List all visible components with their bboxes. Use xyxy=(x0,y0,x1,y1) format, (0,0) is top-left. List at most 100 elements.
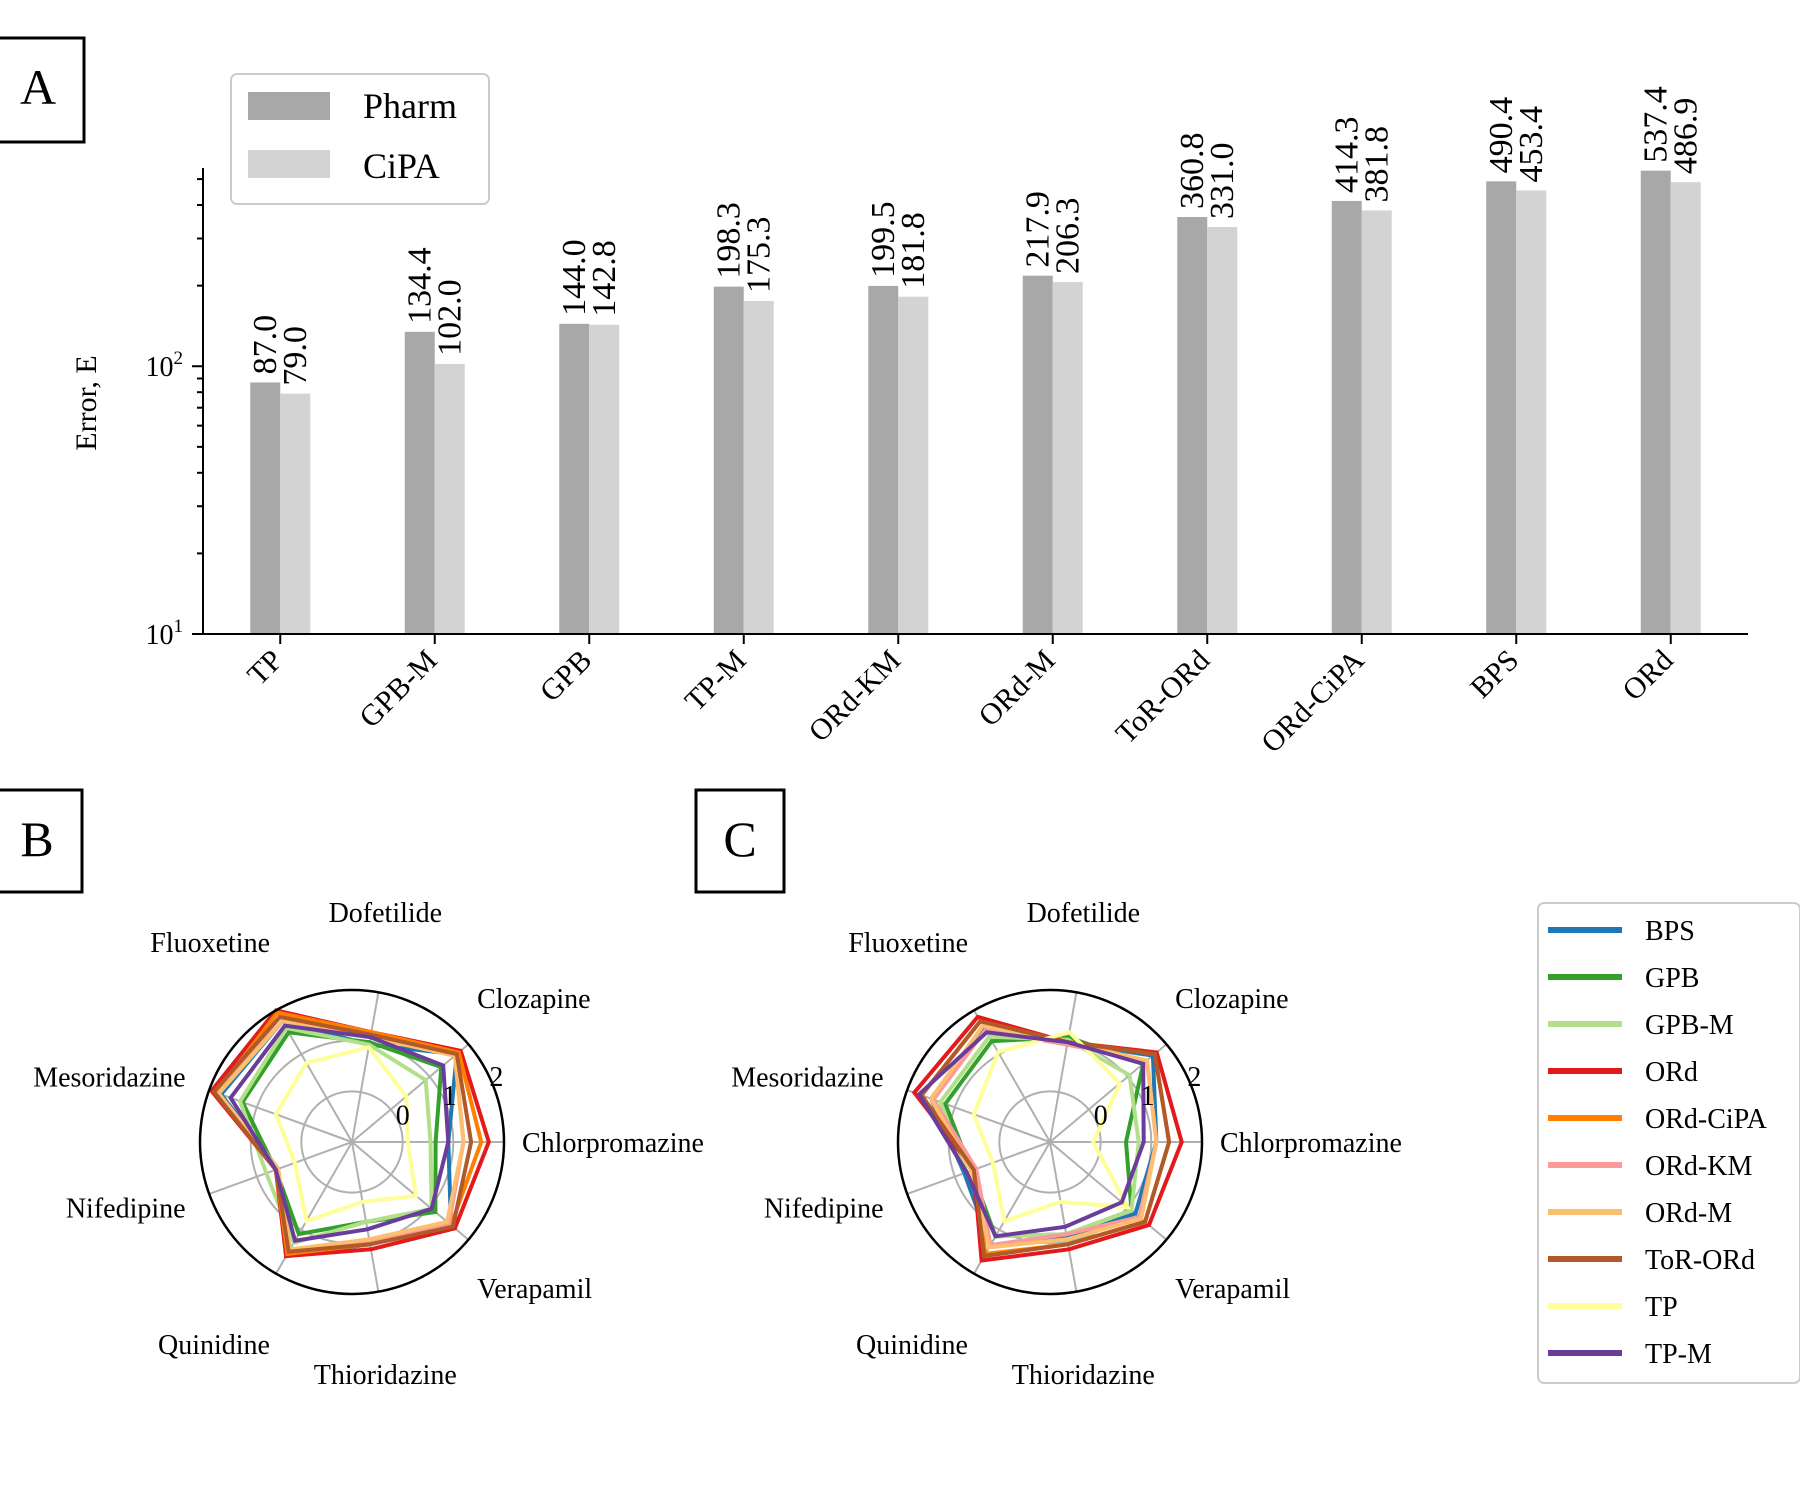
panel-label-a-text: A xyxy=(20,59,56,115)
legend-label-ord-m: ORd-M xyxy=(1645,1198,1732,1229)
bar-pharm-ord-km xyxy=(868,285,899,634)
bar-value-label: 490.4 xyxy=(1483,97,1520,174)
radar-spoke xyxy=(1049,1141,1078,1292)
radar-spoke xyxy=(351,1043,470,1143)
x-tick-label: ORd xyxy=(1616,644,1679,707)
bar-cipa-gpb xyxy=(589,324,620,634)
bar-value-label: 453.4 xyxy=(1513,106,1550,183)
bar-value-label: 206.3 xyxy=(1050,198,1087,275)
radar-frame xyxy=(198,988,506,1296)
x-tick-label: TP-M xyxy=(679,644,753,718)
bar-cipa-ord-m xyxy=(1052,282,1083,634)
radar-series-tp xyxy=(971,1029,1132,1224)
radar-axis-label: Nifedipine xyxy=(764,1194,884,1225)
legend-label-tp-m: TP-M xyxy=(1645,1339,1712,1370)
radar-axis-label: Clozapine xyxy=(1175,984,1289,1015)
radar-axis-label: Quinidine xyxy=(158,1330,270,1361)
bar-pharm-bps xyxy=(1486,181,1517,634)
bar-pharm-tp xyxy=(250,382,281,634)
legend-label-tor-ord: ToR-ORd xyxy=(1645,1245,1755,1276)
radar-r-tick-label: 0 xyxy=(396,1101,410,1132)
legend-label-ord: ORd xyxy=(1645,1057,1698,1088)
radar-axis-label: Dofetilide xyxy=(1027,898,1141,929)
legend-label-gpb-m: GPB-M xyxy=(1645,1010,1734,1041)
bar-pharm-ord xyxy=(1640,170,1671,634)
bar-value-label: 144.0 xyxy=(556,239,593,316)
panel-label-b-text: B xyxy=(20,811,53,867)
bar-pharm-gpb-m xyxy=(404,331,435,634)
radar-series-ord-m xyxy=(216,1019,466,1252)
bar-legend: Pharm CiPA xyxy=(230,73,490,205)
radar-spoke xyxy=(208,1141,353,1195)
radar-chart-c: 0 1 2 Chlorpromazine Clozapine Dofetilide Fluo… xyxy=(731,898,1402,1391)
bar-value-label: 175.3 xyxy=(741,216,778,293)
radar-axis-label: Chlorpromazine xyxy=(1220,1128,1402,1159)
radar-axis-label: Verapamil xyxy=(477,1274,592,1305)
radar-spoke xyxy=(1049,992,1078,1143)
radar-axis-label: Thioridazine xyxy=(1012,1360,1155,1391)
bar-value-label: 199.5 xyxy=(865,201,902,278)
bar-value-label: 381.8 xyxy=(1359,126,1396,203)
legend-label-ord-cipa: ORd-CiPA xyxy=(1645,1104,1768,1135)
legend-swatch-pharm xyxy=(248,92,330,120)
radar-axis-label: Nifedipine xyxy=(66,1194,186,1225)
bar-pharm-tp-m xyxy=(713,286,744,634)
legend-label-ord-km: ORd-KM xyxy=(1645,1151,1752,1182)
panel-label-c-text: C xyxy=(723,811,756,867)
radar-r-tick-label: 1 xyxy=(443,1081,457,1112)
radar-axis-label: Quinidine xyxy=(856,1330,968,1361)
panel-label-b-box xyxy=(0,788,84,894)
radar-chart-b: 0 1 2 Chlorpromazine Clozapine Dofetilide Fluo… xyxy=(33,898,704,1391)
legend-label-bps: BPS xyxy=(1645,916,1695,947)
bar-value-label: 79.0 xyxy=(277,326,314,386)
radar-spoke xyxy=(351,992,380,1143)
bar-pharm-tor-ord xyxy=(1177,217,1208,634)
bar-pharm-ord-cipa xyxy=(1331,200,1362,634)
radar-spoke xyxy=(1049,1141,1168,1241)
x-tick-label: ORd-CiPA xyxy=(1255,643,1371,759)
radar-r-tick-label: 0 xyxy=(1094,1101,1108,1132)
radar-axis-label: Clozapine xyxy=(477,984,591,1015)
bar-cipa-bps xyxy=(1516,190,1547,634)
panel-label-c-box xyxy=(694,788,786,894)
panel-label-b: B xyxy=(0,788,84,894)
x-tick-label: ToR-ORd xyxy=(1109,644,1216,751)
y-axis-label: Error, E xyxy=(70,355,103,450)
bar-value-label: 198.3 xyxy=(711,202,748,279)
bar-cipa-tp-m xyxy=(743,300,774,634)
radar-spoke xyxy=(906,1141,1051,1195)
radar-series-tor-ord xyxy=(211,1014,474,1254)
bar-value-label: 537.4 xyxy=(1638,86,1675,163)
bar-value-label: 181.8 xyxy=(895,212,932,289)
bar-value-label: 331.0 xyxy=(1204,143,1241,220)
radar-axis-label: Chlorpromazine xyxy=(522,1128,704,1159)
legend-label-tp: TP xyxy=(1645,1292,1678,1323)
radar-axis-label: Mesoridazine xyxy=(731,1062,883,1093)
radar-frame xyxy=(896,988,1204,1296)
radar-spoke xyxy=(351,1141,380,1292)
bar-cipa-gpb-m xyxy=(434,363,465,634)
radar-series-tp-m xyxy=(916,1030,1146,1239)
bar-value-label: 87.0 xyxy=(247,315,284,375)
radar-series-tor-ord xyxy=(919,1019,1172,1259)
bar-value-label: 414.3 xyxy=(1329,116,1366,193)
x-tick-label: BPS xyxy=(1464,644,1525,705)
y-tick-label: 101 xyxy=(146,616,184,651)
radar-axis-label: Fluoxetine xyxy=(150,928,270,959)
bar-cipa-ord-km xyxy=(898,296,929,634)
legend-label-cipa: CiPA xyxy=(363,146,440,186)
radar-legend: BPS GPB GPB-M ORd ORd-CiPA ORd-KM ORd-M ToR-ORd… xyxy=(1537,902,1800,1384)
panel-label-a-box xyxy=(0,36,86,144)
radar-axis-label: Fluoxetine xyxy=(848,928,968,959)
legend-label-pharm: Pharm xyxy=(363,86,457,126)
radar-series-tp-m xyxy=(228,1023,451,1243)
radar-axis-label: Dofetilide xyxy=(329,898,443,929)
bar-cipa-tor-ord xyxy=(1207,227,1238,635)
bar-value-label: 134.4 xyxy=(402,247,439,324)
bar-cipa-ord xyxy=(1670,182,1701,634)
x-tick-label: GPB-M xyxy=(353,644,444,735)
panel-label-c: C xyxy=(694,788,786,894)
panel-label-a: A xyxy=(0,36,86,144)
bar-cipa-ord-cipa xyxy=(1361,210,1392,634)
